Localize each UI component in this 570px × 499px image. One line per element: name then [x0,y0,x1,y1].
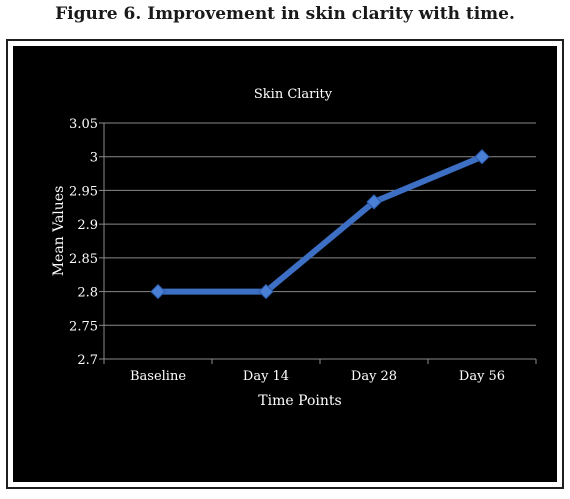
x-tick-label: Day 28 [351,369,397,384]
y-tick-label: 2.8 [77,286,98,301]
y-tick-label: 3.05 [69,117,98,132]
y-tick-label: 2.7 [77,353,98,368]
y-axis-label: Mean Values [51,186,67,277]
y-tick-label: 2.95 [69,184,98,199]
data-point-marker [258,283,274,300]
x-tick-label: Day 56 [459,369,505,384]
data-point-marker [150,283,166,300]
data-point-marker [474,149,490,165]
y-tick-label: 2.85 [69,252,98,267]
y-tick-label: 3 [90,151,98,166]
figure-caption: Figure 6. Improvement in skin clarity wi… [55,4,515,24]
data-point-marker [366,194,382,210]
series-line [155,153,485,295]
x-axis-label: Time Points [258,393,341,409]
x-tick-label: Day 14 [243,369,289,384]
y-tick-label: 2.75 [69,319,98,334]
x-tick-label: Baseline [130,369,186,384]
chart-title: Skin Clarity [254,87,333,102]
y-tick-label: 2.9 [77,218,98,233]
